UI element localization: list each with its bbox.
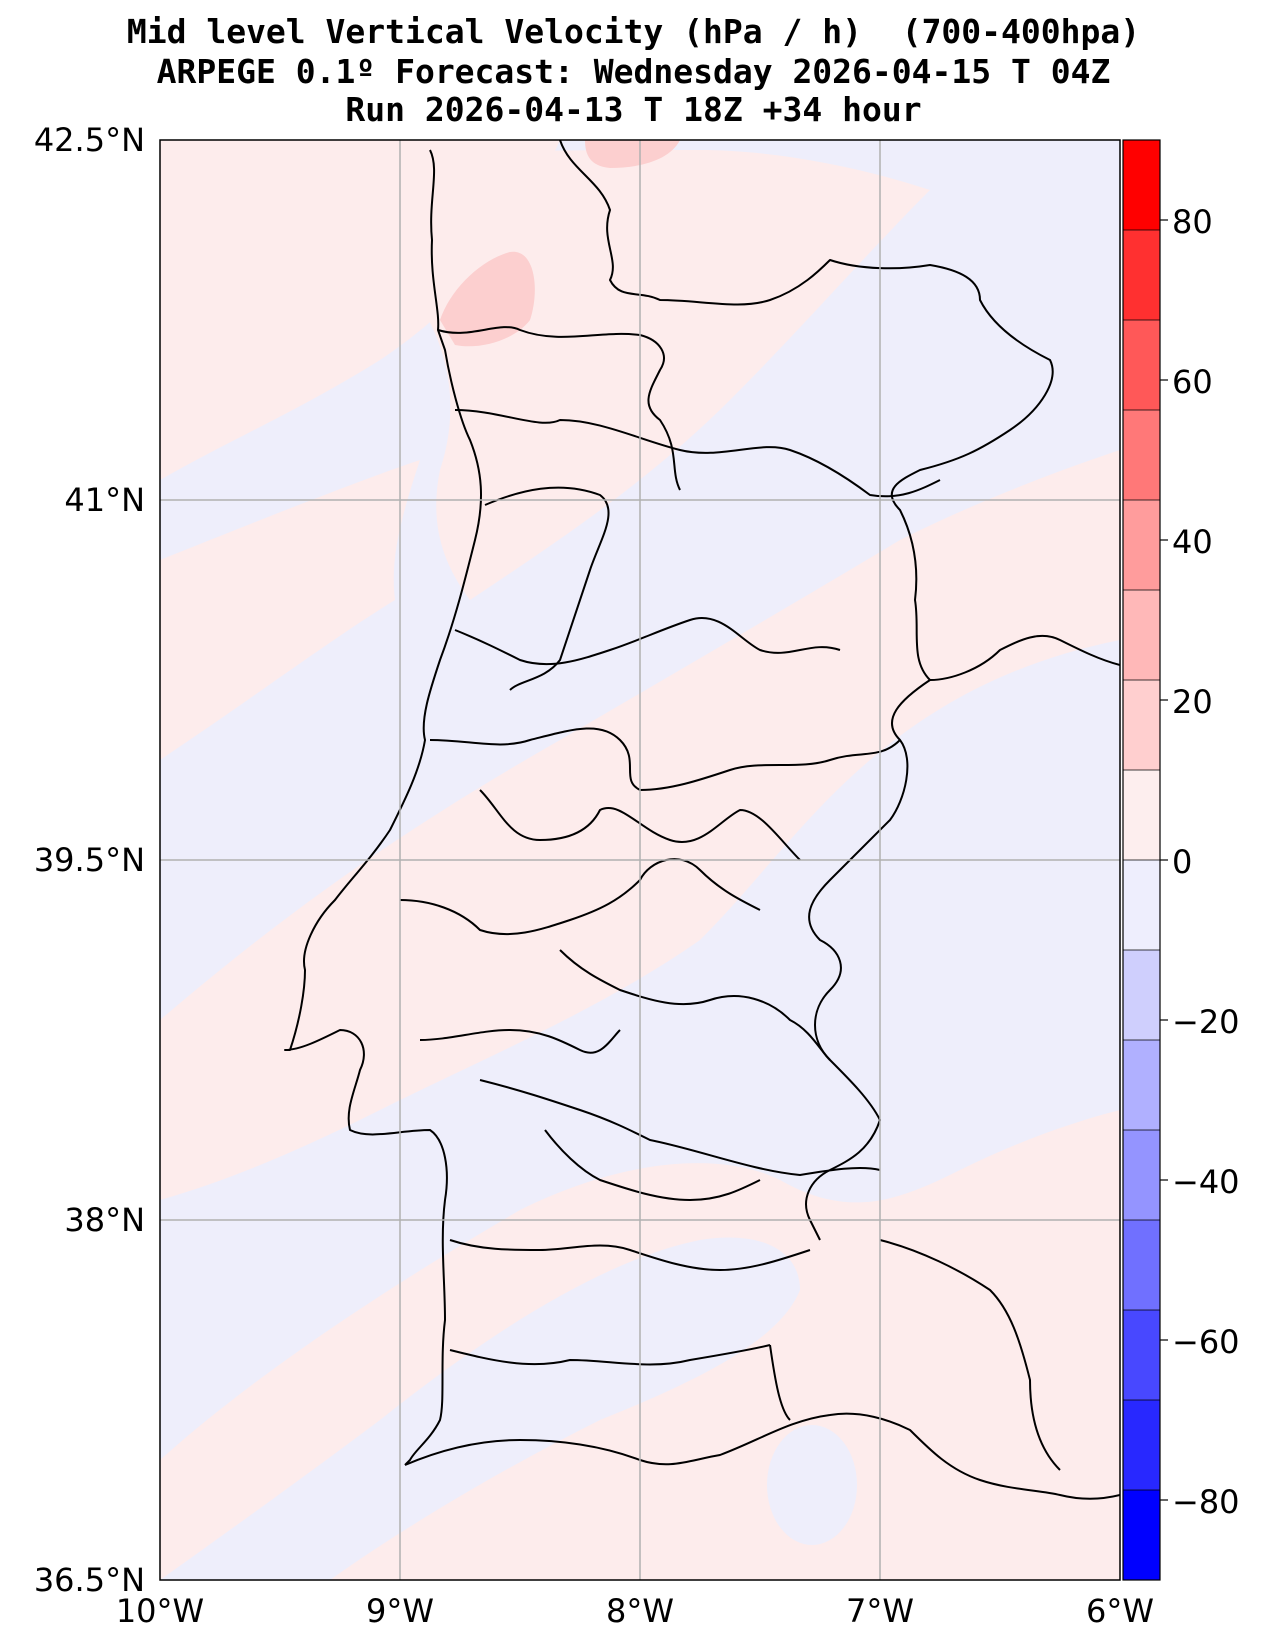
colorbar-tick-label: −20: [1172, 1003, 1240, 1041]
spain-border: [559, 140, 1120, 681]
colorbar-segment: [1123, 320, 1160, 411]
district-line: [449, 1344, 771, 1366]
lat-axis: 42.5°N 41°N 39.5°N 38°N 36.5°N: [34, 121, 145, 1599]
colorbar-segment: [1123, 1310, 1160, 1401]
district-line: [484, 486, 610, 691]
gridlines: [160, 140, 1120, 1580]
colorbar-segment: [1123, 1130, 1160, 1221]
title-line-1: Mid level Vertical Velocity (hPa / h) (7…: [126, 12, 1141, 51]
colorbar-labels: 80 60 40 20 0 −20 −40 −60 −80: [1172, 203, 1240, 1521]
colorbar-tick-label: 20: [1172, 683, 1213, 721]
district-line: [479, 1079, 881, 1176]
district-line: [544, 1129, 761, 1201]
district-line: [559, 949, 831, 1061]
colorbar-tick-label: −80: [1172, 1483, 1240, 1521]
coastline: [284, 149, 482, 1466]
spain-border-east: [805, 679, 931, 1241]
colorbar: [1122, 139, 1168, 1581]
field-pocket-negative-se: [995, 956, 1120, 1070]
field-pocket-negative-south: [767, 1425, 857, 1545]
title-line-3: Run 2026-04-13 T 18Z +34 hour: [345, 90, 922, 129]
lon-tick-label: 7°W: [846, 1592, 914, 1630]
colorbar-tick-label: 80: [1172, 203, 1213, 241]
colorbar-segment: [1123, 770, 1160, 861]
colorbar-segment: [1123, 950, 1160, 1041]
lat-tick-label: 36.5°N: [34, 1561, 145, 1599]
borders: [284, 140, 1120, 1500]
colorbar-segment: [1123, 1220, 1160, 1311]
lat-tick-label: 41°N: [64, 481, 145, 519]
map-frame: [159, 139, 1121, 1581]
colorbar-segment: [1123, 500, 1160, 591]
district-line: [769, 1344, 791, 1421]
colorbar-segment: [1123, 410, 1160, 501]
lat-tick-label: 39.5°N: [34, 841, 145, 879]
field-band-positive-west: [160, 460, 420, 760]
district-line: [399, 858, 761, 936]
colorbar-tick-label: 40: [1172, 523, 1213, 561]
title-line-2: ARPEGE 0.1º Forecast: Wednesday 2026-04-…: [156, 52, 1111, 91]
south-coast: [404, 1412, 1120, 1500]
colorbar-segment: [1123, 140, 1160, 231]
field-cell-positive-1: [440, 251, 535, 347]
colorbar-segment: [1123, 590, 1160, 681]
district-line: [419, 1029, 621, 1054]
lon-tick-label: 6°W: [1086, 1592, 1154, 1630]
colorbar-segment: [1123, 1040, 1160, 1131]
lat-tick-label: 42.5°N: [34, 121, 145, 159]
district-line: [449, 1239, 811, 1271]
district-line: [437, 326, 681, 491]
colorbar-segment: [1123, 860, 1160, 951]
district-line: [454, 617, 841, 666]
colorbar-tick-label: −60: [1172, 1323, 1240, 1361]
colorbar-segment: [1123, 230, 1160, 321]
field-cell-positive-2: [585, 140, 680, 168]
colorbar-segment: [1123, 1490, 1160, 1581]
district-line: [454, 409, 941, 498]
colorbar-tick-label: −40: [1172, 1163, 1240, 1201]
lon-axis: 10°W 9°W 8°W 7°W 6°W: [116, 1592, 1154, 1630]
district-line: [879, 1239, 1061, 1471]
lon-tick-label: 8°W: [606, 1592, 674, 1630]
lon-tick-label: 9°W: [366, 1592, 434, 1630]
lat-tick-label: 38°N: [64, 1201, 145, 1239]
colorbar-tick-label: 0: [1172, 843, 1192, 881]
colorbar-segment: [1123, 680, 1160, 771]
colorbar-tick-label: 60: [1172, 363, 1213, 401]
district-line: [479, 789, 801, 861]
lon-tick-label: 10°W: [116, 1592, 204, 1630]
colorbar-segment: [1123, 1400, 1160, 1491]
